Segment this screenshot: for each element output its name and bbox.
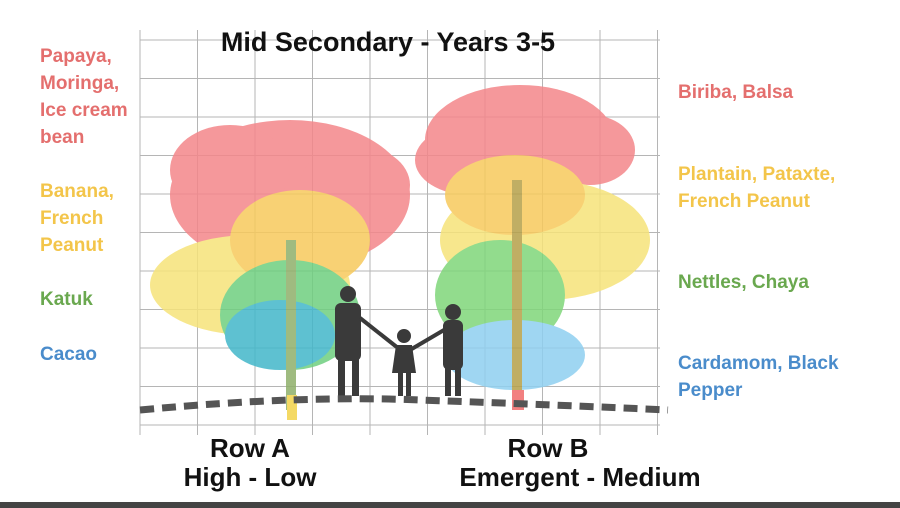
left-label: bean [40,127,84,148]
people-silhouettes [335,286,463,396]
right-label: Plantain, Pataxte, [678,164,835,185]
left-label: Cacao [40,344,97,365]
tree-row-a [150,120,410,420]
title: Mid Secondary - Years 3-5 [221,27,555,57]
row-layer: Emergent - Medium [459,462,700,492]
right-label: Biriba, Balsa [678,82,794,103]
left-label: Katuk [40,289,93,310]
left-label: Papaya, [40,46,112,67]
right-label: Pepper [678,380,743,401]
row-name: Row B [508,433,589,463]
bottom-bar [0,502,900,508]
row-layer: High - Low [184,462,318,492]
left-label: Ice cream [40,100,128,121]
row-name: Row A [210,433,290,463]
right-label: Nettles, Chaya [678,272,809,293]
right-label: Cardamom, Black [678,353,839,374]
right-label: French Peanut [678,191,811,212]
left-label: Banana, [40,181,114,202]
left-label: Peanut [40,235,104,256]
ground-line [139,395,669,414]
left-label: French [40,208,103,229]
left-label: Moringa, [40,73,119,94]
tree-row-b [415,85,650,410]
